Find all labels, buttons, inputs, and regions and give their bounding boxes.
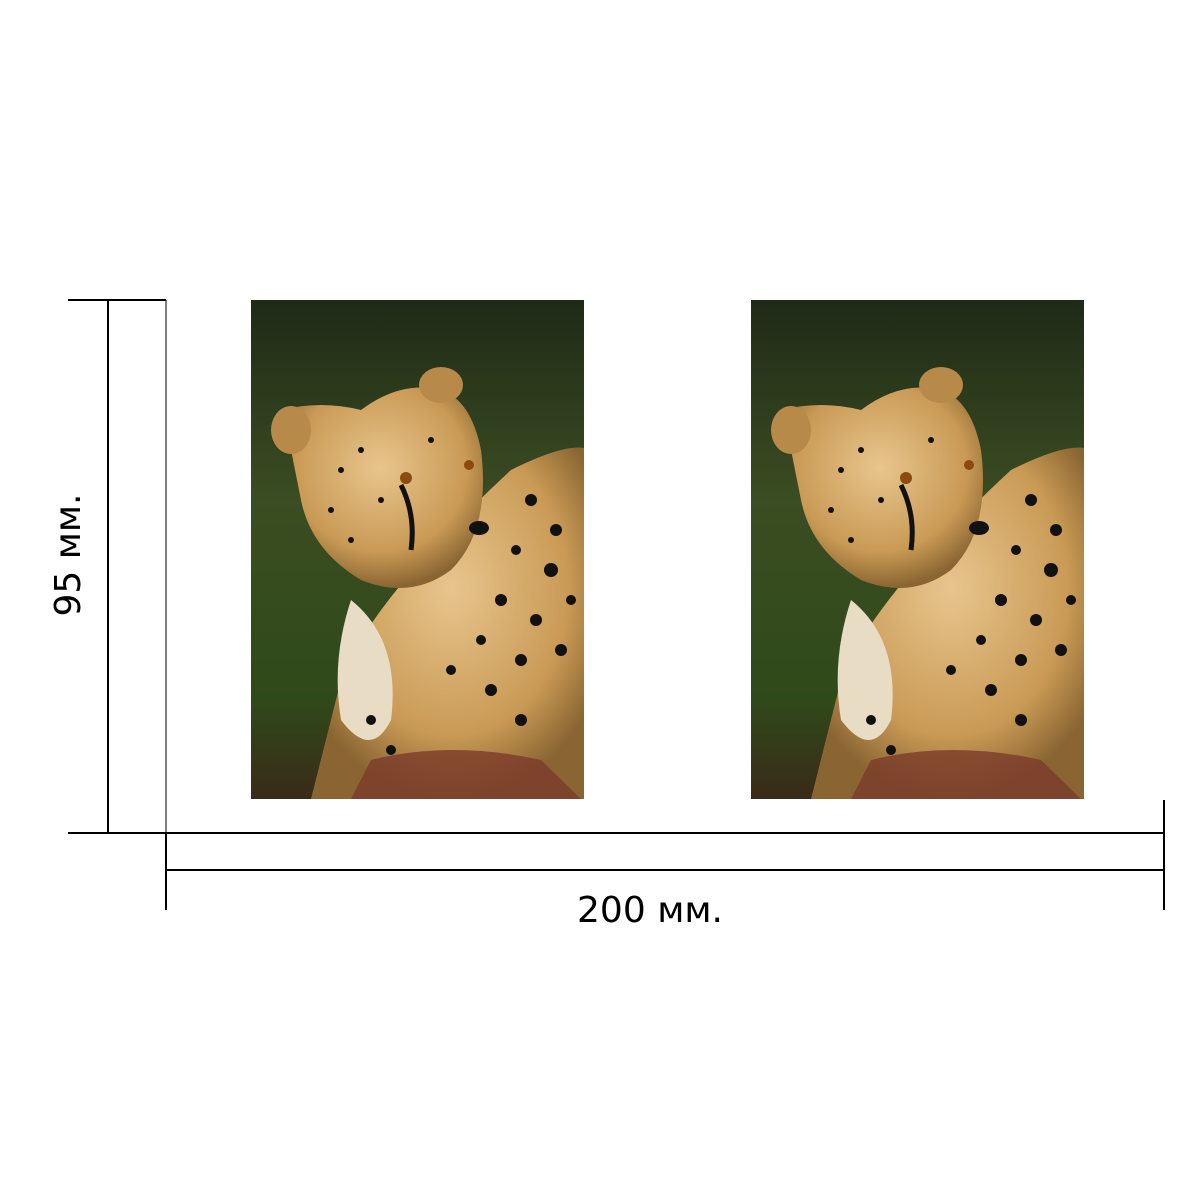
- product-photo-left: [251, 300, 591, 799]
- width-dimension: [165, 800, 1165, 910]
- height-label: 95 мм.: [48, 493, 89, 616]
- height-dimension: [68, 299, 167, 834]
- width-label: 200 мм.: [577, 890, 723, 931]
- product-photo-right: [751, 300, 1091, 799]
